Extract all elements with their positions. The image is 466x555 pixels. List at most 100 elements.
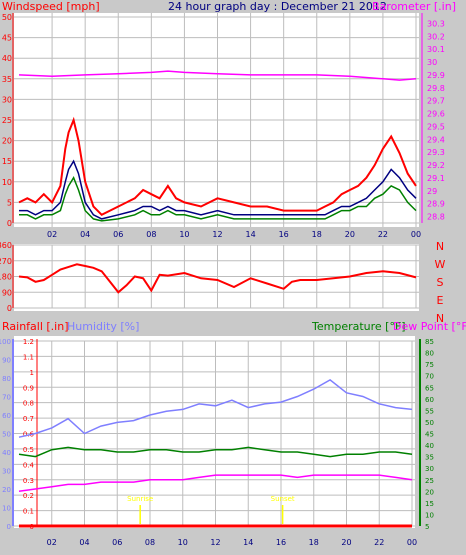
climate-x-tick-label: 06 [112, 538, 122, 547]
temperature-tick-label: 80 [425, 350, 434, 358]
humidity-axis-label: Humidity [%] [67, 320, 139, 333]
humidity-tick-label: 50 [2, 431, 11, 439]
climate-x-axis: 02 04 06 08 10 12 14 16 18 20 22 00 [47, 538, 417, 547]
wind_direction-line [18, 263, 417, 294]
barometer-line [18, 70, 417, 81]
wind-left-axis: 0 5 10 15 20 25 30 35 40 45 50 [2, 13, 14, 228]
sun-markers: Sunrise Sunset [127, 495, 295, 524]
humidity-tick-label: 80 [2, 375, 11, 383]
wind-tick-label: 35 [2, 75, 12, 84]
wind-x-tick-label: 04 [80, 230, 90, 239]
dewpoint-axis-label: Dew Point [°F] [393, 320, 466, 333]
climate-x-tick-label: 10 [178, 538, 188, 547]
temperature-tick-label: 10 [425, 511, 434, 519]
climate-x-tick-label: 00 [407, 538, 417, 547]
wind-x-tick-label: 12 [212, 230, 222, 239]
wind-x-tick-label: 22 [378, 230, 388, 239]
wind-series [18, 70, 417, 222]
temperature-tick-label: 40 [425, 442, 434, 450]
compass-label: N [436, 240, 444, 253]
compass-label: S [437, 276, 444, 289]
climate-x-tick-label: 04 [79, 538, 89, 547]
rain-tick-label: 0.4 [23, 461, 35, 469]
climate-x-tick-label: 22 [374, 538, 384, 547]
climate-x-tick-label: 20 [341, 538, 351, 547]
temperature-axis: 5 10 15 20 25 30 35 40 45 50 55 60 65 70 75 80 85 [419, 338, 434, 531]
humidity-tick-label: 40 [2, 449, 11, 457]
wind-tick-label: 45 [2, 34, 12, 43]
wind-x-tick-label: 00 [411, 230, 421, 239]
direction-tick-label: 90 [2, 288, 12, 297]
wind-x-axis: 02 04 06 08 10 12 14 16 18 20 22 00 [47, 230, 421, 239]
climate-x-tick-label: 08 [145, 538, 155, 547]
rain-tick-label: 0.3 [23, 477, 34, 485]
barometer-right-axis: 28.8 28.9 29 29.1 29.2 29.3 29.4 29.5 29.6 29.7 29… [421, 13, 445, 223]
humidity-axis: 0 10 20 30 40 50 60 70 80 90 100 [0, 338, 14, 531]
barometer-tick-label: 30 [427, 58, 437, 67]
wind-tick-label: 5 [7, 198, 12, 207]
humidity-tick-label: 30 [2, 468, 11, 476]
humidity-tick-label: 0 [7, 523, 11, 531]
rain-tick-label: 0.1 [23, 508, 34, 516]
wind-x-tick-label: 20 [345, 230, 355, 239]
rain-tick-label: 0.9 [23, 384, 34, 392]
wind-x-tick-label: 02 [47, 230, 57, 239]
temperature-tick-label: 60 [425, 396, 434, 404]
barometer-tick-label: 29.5 [427, 122, 445, 131]
climate-x-tick-label: 18 [309, 538, 319, 547]
barometer-tick-label: 29 [427, 187, 437, 196]
wind-tick-label: 40 [2, 54, 12, 63]
compass-label: W [435, 258, 446, 271]
direction-tick-label: 0 [7, 304, 12, 313]
barometer-tick-label: 29.2 [427, 161, 445, 170]
wind-x-tick-label: 14 [245, 230, 255, 239]
barometer-tick-label: 28.9 [427, 200, 445, 209]
temperature-tick-label: 15 [425, 500, 434, 508]
direction-tick-label: 180 [0, 273, 12, 282]
wind_max-line [18, 116, 417, 217]
wind-x-tick-label: 06 [113, 230, 123, 239]
direction-left-axis: 0 90 180 270 360 [0, 241, 14, 313]
climate-x-tick-label: 02 [47, 538, 57, 547]
climate-grid [14, 340, 415, 527]
temperature-tick-label: 20 [425, 488, 434, 496]
direction-plot-area [14, 244, 419, 311]
wind-tick-label: 15 [2, 157, 12, 166]
barometer-tick-label: 29.8 [427, 84, 445, 93]
climate-x-tick-label: 16 [276, 538, 286, 547]
climate-series [18, 378, 413, 528]
rain-tick-label: 0.2 [23, 492, 34, 500]
climate-x-tick-label: 14 [243, 538, 253, 547]
barometer-tick-label: 29.1 [427, 174, 445, 183]
wind-axis-label: Windspeed [mph] [2, 0, 100, 13]
chart-title: 24 hour graph day : December 21 2012 [168, 0, 387, 13]
rain-tick-label: 0.8 [23, 400, 34, 408]
direction-series [18, 263, 417, 294]
temperature-tick-label: 5 [425, 523, 429, 531]
barometer-tick-label: 30.3 [427, 19, 445, 28]
wind_gust_avg-line [19, 176, 417, 222]
temperature-tick-label: 75 [425, 361, 434, 369]
sunrise-label: Sunrise [127, 495, 153, 503]
humidity-tick-label: 10 [2, 505, 11, 513]
temperature-tick-label: 55 [425, 407, 434, 415]
temperature-tick-label: 85 [425, 338, 434, 346]
wind-tick-label: 25 [2, 116, 12, 125]
temperature-tick-label: 70 [425, 373, 434, 381]
temperature-tick-label: 25 [425, 477, 434, 485]
humidity-tick-label: 100 [0, 338, 11, 346]
barometer-tick-label: 29.4 [427, 135, 445, 144]
wind-x-tick-label: 10 [179, 230, 189, 239]
barometer-tick-label: 30.1 [427, 45, 445, 54]
dewpoint-line [18, 474, 413, 493]
barometer-tick-label: 28.8 [427, 213, 445, 222]
compass-label: E [437, 294, 444, 307]
barometer-axis-label: Barometer [.in] [372, 0, 456, 13]
rain-tick-label: 0.7 [23, 415, 34, 423]
climate-plot-area [14, 336, 415, 528]
humidity-tick-label: 60 [2, 412, 11, 420]
rain-tick-label: 0.5 [23, 446, 34, 454]
